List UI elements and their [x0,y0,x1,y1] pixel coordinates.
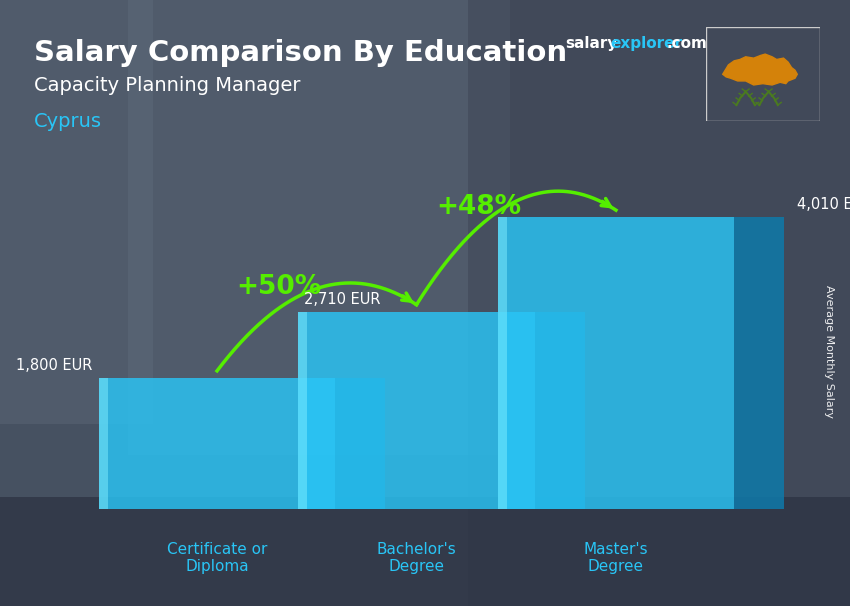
Text: Salary Comparison By Education: Salary Comparison By Education [34,39,567,67]
Text: Average Monthly Salary: Average Monthly Salary [824,285,834,418]
Bar [128,0,510,454]
Text: 2,710 EUR: 2,710 EUR [304,291,381,307]
Text: salary: salary [565,36,618,52]
Bar [0,497,850,606]
Polygon shape [298,312,308,509]
Text: +48%: +48% [436,193,521,219]
Text: +50%: +50% [237,274,322,300]
Text: Master's
Degree: Master's Degree [584,542,649,574]
Text: explorer: explorer [610,36,683,52]
Text: 1,800 EUR: 1,800 EUR [16,358,93,373]
Text: .com: .com [666,36,707,52]
Bar [468,0,850,606]
Polygon shape [535,312,585,509]
Bar [497,218,734,509]
Text: Cyprus: Cyprus [34,112,102,131]
Text: Certificate or
Diploma: Certificate or Diploma [167,542,267,574]
Text: Bachelor's
Degree: Bachelor's Degree [377,542,456,574]
Text: Capacity Planning Manager: Capacity Planning Manager [34,76,301,95]
Bar [298,312,535,509]
Polygon shape [497,218,507,509]
Bar [99,378,336,509]
Polygon shape [99,378,108,509]
Polygon shape [722,54,797,85]
Polygon shape [336,378,385,509]
Text: 4,010 EUR: 4,010 EUR [796,197,850,212]
Bar [0,0,153,424]
Polygon shape [734,218,785,509]
